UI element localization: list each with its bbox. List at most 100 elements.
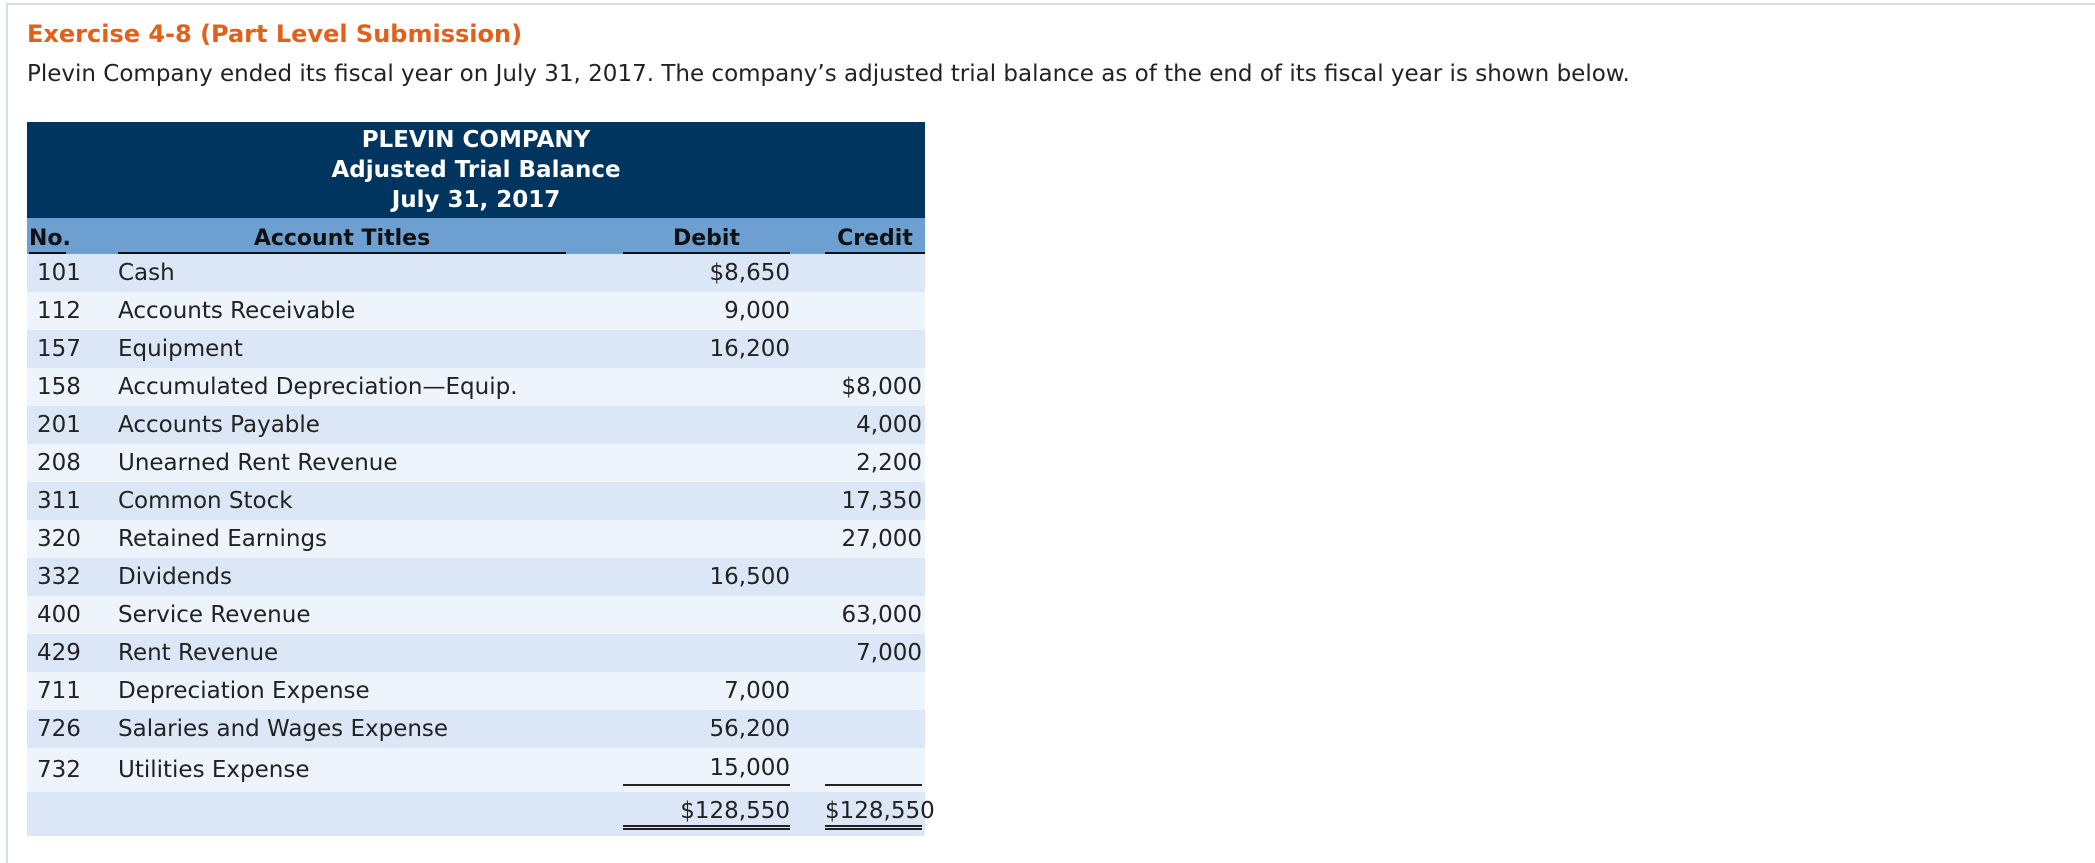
account-number: 726	[27, 710, 118, 748]
column-header: Account Titles	[118, 226, 566, 254]
debit-amount: 9,000	[724, 298, 790, 324]
account-number: 732	[27, 748, 118, 792]
credit-wrap: $8,000	[825, 374, 922, 400]
account-number: 208	[27, 444, 118, 482]
account-number: 400	[27, 596, 118, 634]
debit-cell: 16,500	[588, 558, 825, 596]
debit-cell	[588, 444, 825, 482]
credit-cell	[825, 254, 926, 292]
account-row: 400 Service Revenue 63,000	[27, 596, 926, 634]
account-number: 320	[27, 520, 118, 558]
column-header: Debit	[623, 226, 790, 254]
account-row: 429 Rent Revenue 7,000	[27, 634, 926, 672]
credit-amount: 63,000	[841, 602, 923, 628]
debit-wrap: 7,000	[588, 678, 790, 704]
intro-text: Plevin Company ended its fiscal year on …	[27, 61, 1630, 87]
credit-cell: 7,000	[825, 634, 926, 672]
company-name: PLEVIN COMPANY	[361, 127, 591, 153]
debit-cell: $8,650	[588, 254, 825, 292]
debit-cell: 9,000	[588, 292, 825, 330]
debit-wrap: 9,000	[588, 298, 790, 324]
column-headers: No. Account Titles Debit Credit	[27, 218, 926, 254]
account-number: 201	[27, 406, 118, 444]
debit-wrap: 16,500	[588, 564, 790, 590]
account-number: 112	[27, 292, 118, 330]
account-row: 208 Unearned Rent Revenue 2,200	[27, 444, 926, 482]
debit-amount: 7,000	[724, 678, 790, 704]
account-title: Unearned Rent Revenue	[118, 444, 588, 482]
account-title: Rent Revenue	[118, 634, 588, 672]
credit-wrap: 2,200	[825, 450, 922, 476]
account-title: Utilities Expense	[118, 748, 588, 792]
debit-amount: 15,000	[709, 754, 790, 781]
account-title: Cash	[118, 254, 588, 292]
account-row: 201 Accounts Payable 4,000	[27, 406, 926, 444]
debit-cell: 56,200	[588, 710, 825, 748]
frame	[6, 3, 2095, 863]
debit-cell	[588, 520, 825, 558]
totals-row: $128,550 $128,550	[27, 792, 935, 836]
account-number: 711	[27, 672, 118, 710]
credit-amount: 7,000	[856, 640, 923, 666]
credit-wrap: 7,000	[825, 640, 922, 666]
blank	[27, 792, 118, 836]
account-title: Accounts Payable	[118, 406, 588, 444]
debit-amount: 16,200	[709, 336, 790, 362]
debit-cell	[588, 634, 825, 672]
credit-amount: 4,000	[856, 412, 923, 438]
account-title: Accumulated Depreciation—Equip.	[118, 368, 588, 406]
account-number: 101	[27, 254, 118, 292]
account-title: Depreciation Expense	[118, 672, 588, 710]
credit-amount: 17,350	[841, 488, 923, 514]
debit-wrap: 16,200	[588, 336, 790, 362]
credit-total: $128,550	[825, 798, 935, 830]
debit-total-cell: $128,550	[588, 792, 825, 836]
debit-wrap: 56,200	[588, 716, 790, 742]
credit-cell: 17,350	[825, 482, 926, 520]
column-header: Credit	[825, 226, 926, 254]
statement-header: PLEVIN COMPANY Adjusted Trial Balance Ju…	[27, 122, 926, 218]
account-row: 332 Dividends 16,500	[27, 558, 926, 596]
account-number: 429	[27, 634, 118, 672]
account-title: Retained Earnings	[118, 520, 588, 558]
credit-cell	[825, 748, 926, 792]
credit-wrap: 17,350	[825, 488, 922, 514]
debit-cell: 16,200	[588, 330, 825, 368]
account-row: 711 Depreciation Expense 7,000	[27, 672, 926, 710]
credit-amount: 27,000	[841, 526, 923, 552]
account-number: 311	[27, 482, 118, 520]
credit-wrap: 27,000	[825, 526, 922, 552]
credit-cell: 63,000	[825, 596, 926, 634]
account-number: 158	[27, 368, 118, 406]
account-row: 157 Equipment 16,200	[27, 330, 926, 368]
debit-cell	[588, 596, 825, 634]
credit-cell: $8,000	[825, 368, 926, 406]
account-row: 320 Retained Earnings 27,000	[27, 520, 926, 558]
credit-cell	[825, 292, 926, 330]
credit-cell: 27,000	[825, 520, 926, 558]
debit-total: $128,550	[623, 798, 790, 830]
debit-cell	[588, 406, 825, 444]
statement-date: July 31, 2017	[391, 187, 561, 213]
account-row: 311 Common Stock 17,350	[27, 482, 926, 520]
account-row: 158 Accumulated Depreciation—Equip. $8,000	[27, 368, 926, 406]
account-number: 332	[27, 558, 118, 596]
statement-name: Adjusted Trial Balance	[331, 157, 621, 183]
credit-wrap: 4,000	[825, 412, 922, 438]
blank	[118, 792, 588, 836]
account-title: Dividends	[118, 558, 588, 596]
account-title: Equipment	[118, 330, 588, 368]
credit-cell	[825, 558, 926, 596]
account-title: Service Revenue	[118, 596, 588, 634]
trial-balance: PLEVIN COMPANY Adjusted Trial Balance Ju…	[27, 122, 935, 836]
debit-cell	[588, 368, 825, 406]
account-row: 732 Utilities Expense 15,000	[27, 748, 926, 792]
column-header: No.	[29, 226, 71, 254]
rows: 101 Cash $8,650 112 Accounts Receivable 9,000…	[27, 254, 935, 836]
exercise-title: Exercise 4-8 (Part Level Submission)	[27, 20, 523, 48]
account-number: 157	[27, 330, 118, 368]
account-title: Salaries and Wages Expense	[118, 710, 588, 748]
credit-cell	[825, 710, 926, 748]
credit-cell	[825, 672, 926, 710]
